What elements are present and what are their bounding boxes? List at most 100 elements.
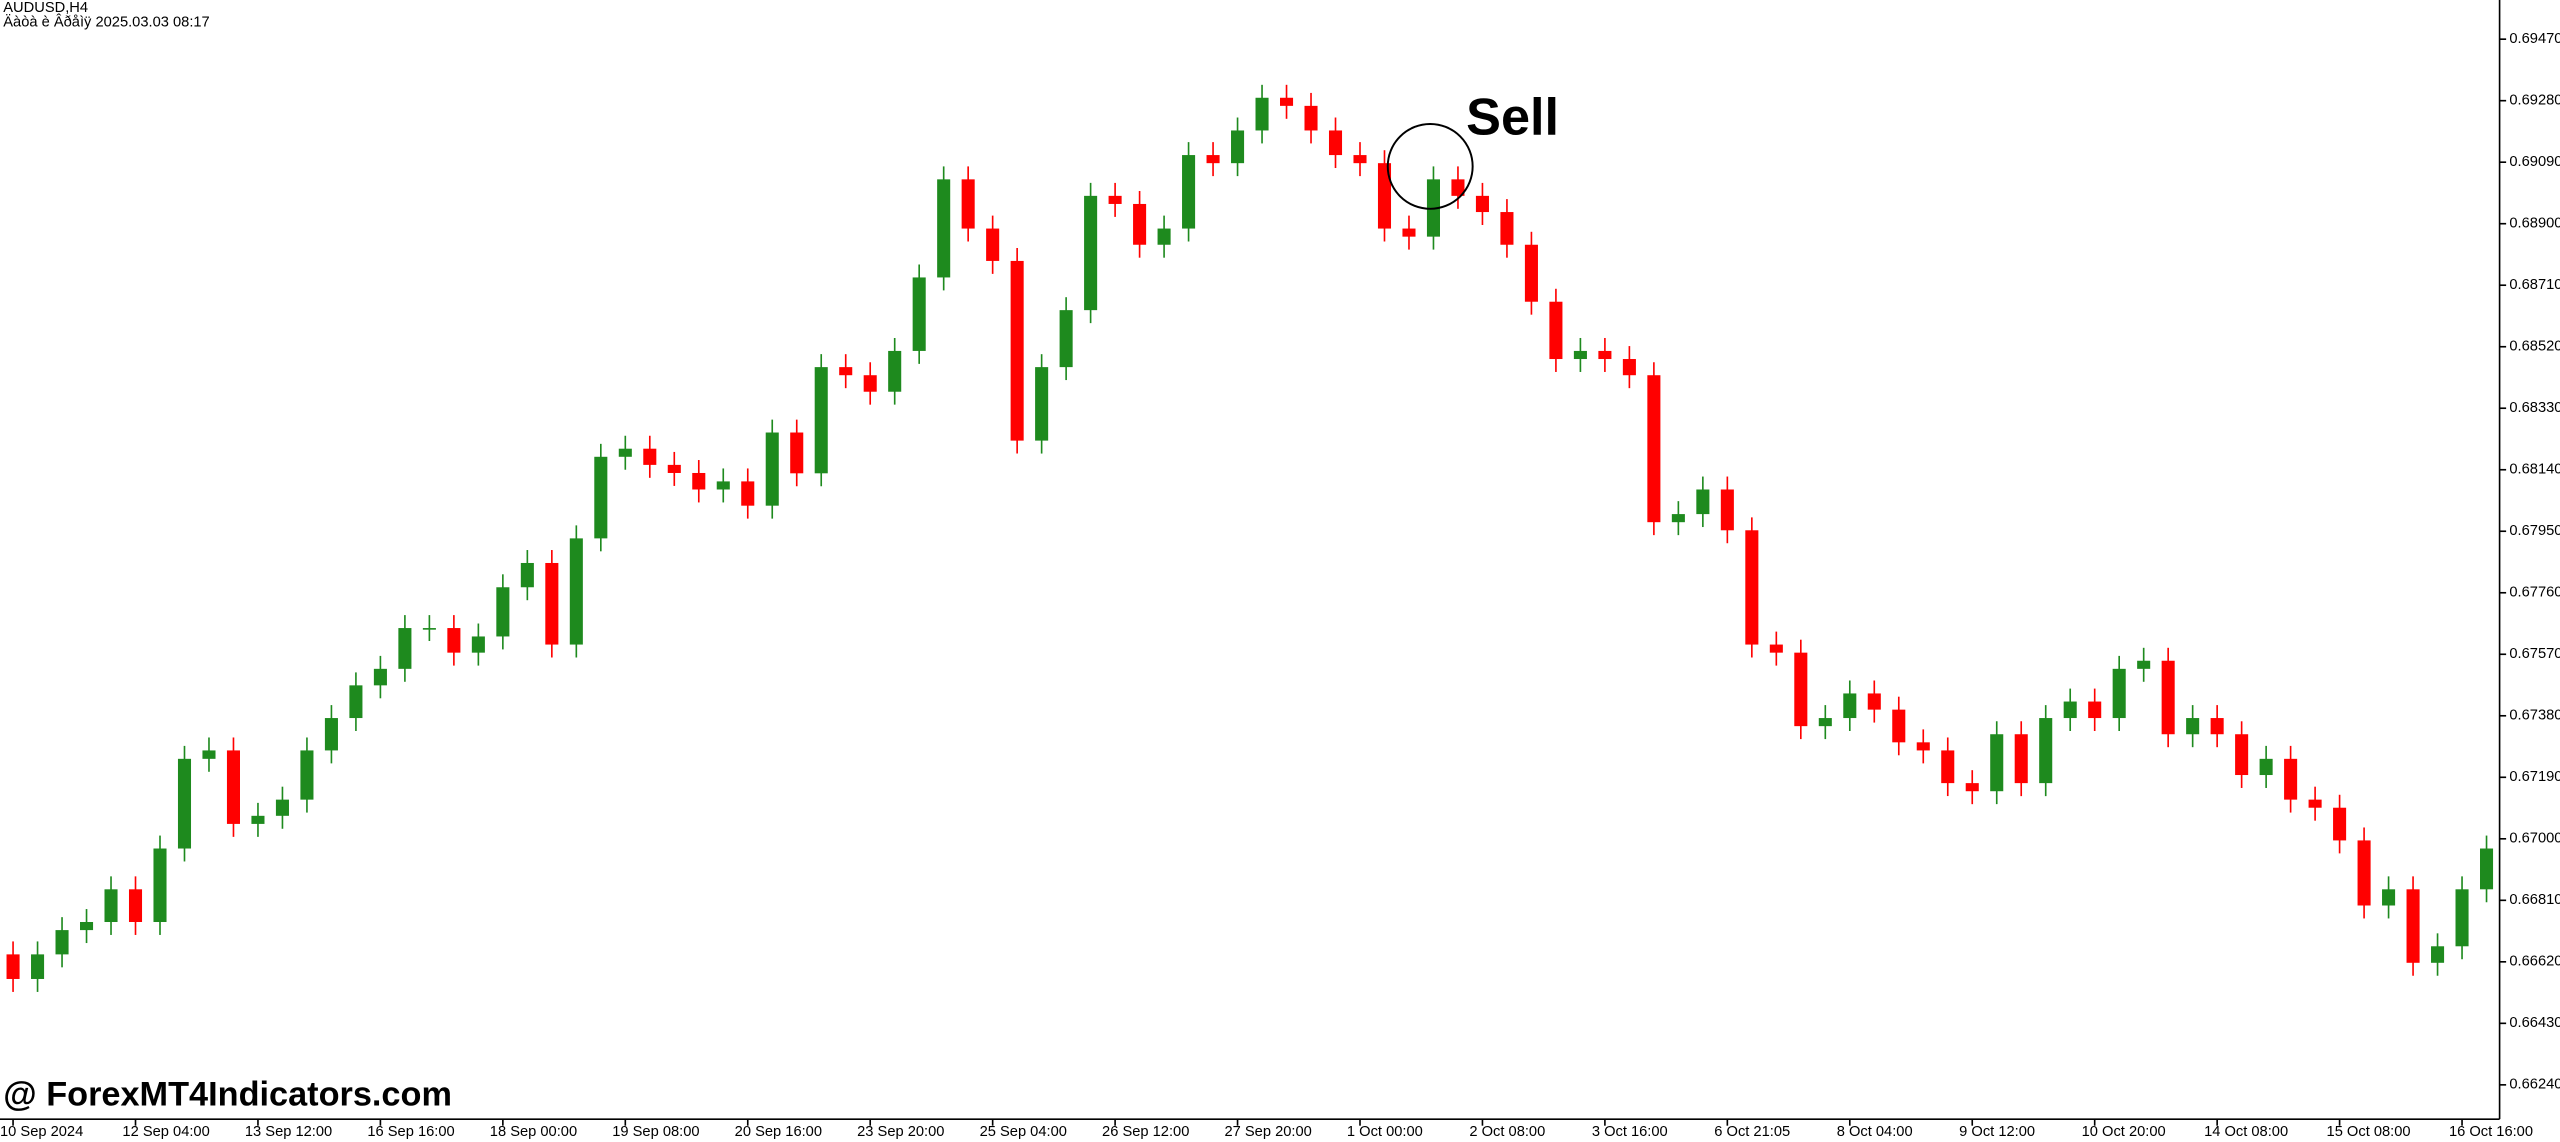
candle-body xyxy=(1990,734,2004,792)
y-tick-label: 0.69280 xyxy=(2509,93,2560,109)
candle-body xyxy=(177,758,192,849)
candle-body xyxy=(594,456,608,539)
candle-body xyxy=(1818,718,1832,727)
candle-body xyxy=(1573,350,1587,360)
candle-body xyxy=(2137,660,2151,669)
candle-body xyxy=(1475,195,1489,213)
candle-body xyxy=(2112,668,2126,719)
y-tick-label: 0.68330 xyxy=(2509,400,2560,416)
y-tick-label: 0.69470 xyxy=(2509,31,2560,47)
x-tick-label: 6 Oct 21:05 xyxy=(1714,1124,1790,1140)
candle-body xyxy=(55,930,69,955)
y-tick-label: 0.67950 xyxy=(2509,523,2560,539)
candle-body xyxy=(1843,693,1857,719)
candle-body xyxy=(1035,367,1049,441)
chart-subtitle: Äàòà è Âðåìÿ 2025.03.03 08:17 xyxy=(3,14,209,31)
candle-body xyxy=(202,750,216,759)
candle-body xyxy=(300,750,314,800)
candle-body xyxy=(545,562,559,645)
candle-body xyxy=(153,848,167,923)
candle-body xyxy=(2259,758,2273,776)
candle-body xyxy=(839,367,853,376)
candle-body xyxy=(2210,718,2224,735)
candle-body xyxy=(1084,195,1098,311)
candle-body xyxy=(398,628,412,669)
x-tick-label: 16 Oct 16:00 xyxy=(2449,1124,2533,1140)
candle-body xyxy=(692,472,706,490)
x-tick-label: 18 Sep 00:00 xyxy=(490,1124,577,1140)
candle-body xyxy=(1769,644,1783,653)
candle-body xyxy=(2088,701,2102,719)
candle-body xyxy=(2431,946,2445,963)
candle-body xyxy=(1157,228,1171,245)
candle-body xyxy=(888,350,902,392)
candle-body xyxy=(2308,799,2322,808)
x-tick-label: 26 Sep 12:00 xyxy=(1102,1124,1189,1140)
candle-body xyxy=(1108,195,1122,204)
x-tick-label: 13 Sep 12:00 xyxy=(245,1124,332,1140)
candle-body xyxy=(1524,244,1538,302)
candle-body xyxy=(643,448,657,465)
candle-body xyxy=(1182,155,1196,229)
candle-body xyxy=(667,464,681,473)
y-tick-label: 0.66810 xyxy=(2509,892,2560,908)
candle-body xyxy=(2284,758,2298,800)
watermark: @ ForexMT4Indicators.com xyxy=(3,1075,452,1113)
candle-body xyxy=(716,481,730,490)
candle-body xyxy=(1598,350,1612,360)
candle-body xyxy=(349,685,363,719)
x-tick-label: 20 Sep 16:00 xyxy=(735,1124,822,1140)
candle-body xyxy=(1622,359,1636,376)
x-tick-label: 27 Sep 20:00 xyxy=(1224,1124,1311,1140)
candle-body xyxy=(1965,783,1979,792)
candle-body xyxy=(2186,718,2200,735)
candle-body xyxy=(1255,97,1269,131)
candle-body xyxy=(765,432,779,506)
sell-circle xyxy=(1386,123,1474,210)
x-tick-label: 9 Oct 12:00 xyxy=(1959,1124,2035,1140)
x-tick-label: 14 Oct 08:00 xyxy=(2204,1124,2288,1140)
candle-body xyxy=(1941,750,1955,784)
candle-body xyxy=(2235,734,2249,776)
x-tick-label: 15 Oct 08:00 xyxy=(2327,1124,2411,1140)
candle-body xyxy=(104,889,118,923)
candle-body xyxy=(2063,701,2077,719)
candle-body xyxy=(1377,163,1392,229)
x-tick-label: 3 Oct 16:00 xyxy=(1592,1124,1668,1140)
candle-body xyxy=(2014,734,2028,784)
x-tick-label: 16 Sep 16:00 xyxy=(367,1124,454,1140)
candle-body xyxy=(1304,105,1318,131)
candle-body xyxy=(1206,155,1220,164)
candle-body xyxy=(1231,130,1245,164)
chart-title: AUDUSD,H4 xyxy=(3,0,88,16)
candle-body xyxy=(1696,489,1710,515)
x-tick-label: 23 Sep 20:00 xyxy=(857,1124,944,1140)
y-tick-label: 0.68900 xyxy=(2509,216,2560,232)
y-tick-label: 0.67190 xyxy=(2509,769,2560,785)
candle-body xyxy=(2161,660,2175,735)
x-tick-label: 25 Sep 04:00 xyxy=(980,1124,1067,1140)
candle-body xyxy=(569,538,583,645)
y-tick-label: 0.66240 xyxy=(2509,1077,2560,1093)
candle-body xyxy=(741,481,755,506)
candle-body xyxy=(937,179,951,278)
y-tick-label: 0.67570 xyxy=(2509,646,2560,662)
candle-body xyxy=(1353,155,1367,164)
candle-body xyxy=(520,562,534,588)
candle-body xyxy=(422,628,436,630)
candle-body xyxy=(986,228,1000,261)
candle-body xyxy=(912,277,926,351)
candle-body xyxy=(1059,310,1073,368)
candle-body xyxy=(471,636,485,653)
x-tick-label: 10 Oct 20:00 xyxy=(2082,1124,2166,1140)
x-tick-label: 2 Oct 08:00 xyxy=(1469,1124,1545,1140)
y-tick-label: 0.67380 xyxy=(2509,708,2560,724)
y-tick-label: 0.68520 xyxy=(2509,339,2560,355)
candle-body xyxy=(251,815,265,824)
candle-body xyxy=(1010,260,1024,441)
candle-body xyxy=(496,587,510,637)
x-tick-label: 1 Oct 00:00 xyxy=(1347,1124,1423,1140)
candle-body xyxy=(2357,840,2371,906)
y-tick-label: 0.66620 xyxy=(2509,954,2560,970)
